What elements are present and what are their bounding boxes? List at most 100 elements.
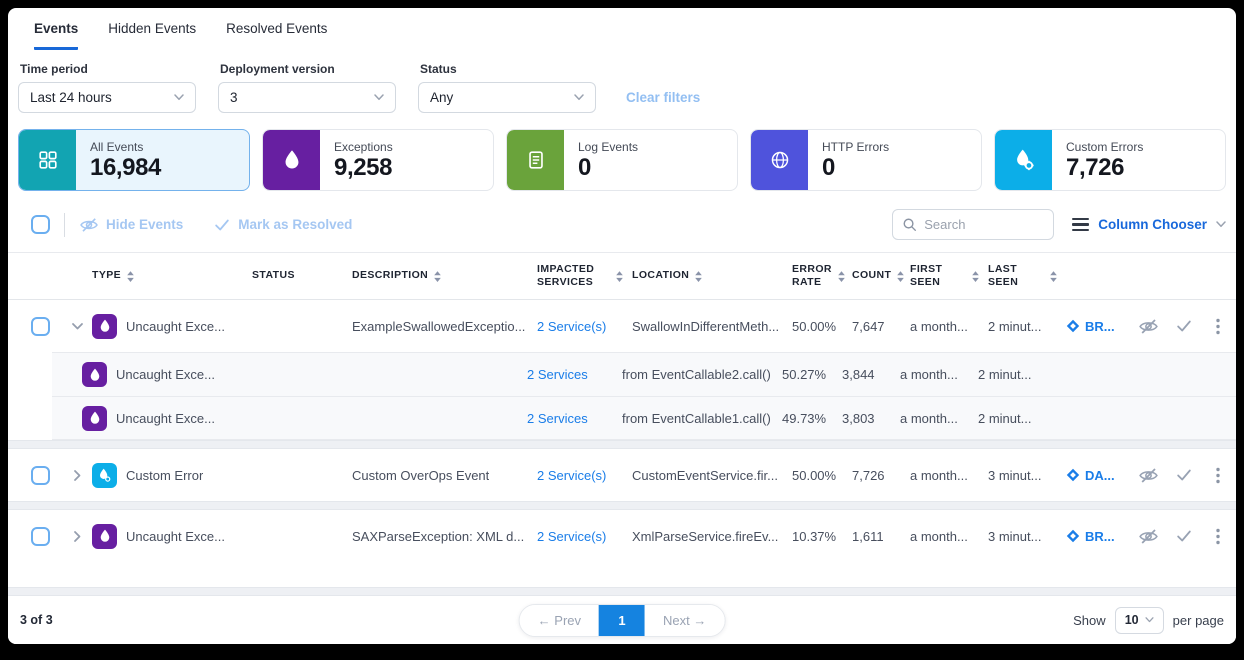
sort-icon[interactable] [837, 270, 846, 283]
status-value: Any [430, 90, 454, 105]
count-cell: 3,803 [842, 410, 875, 426]
document-icon [507, 130, 564, 190]
status-label: Status [420, 62, 457, 76]
tab-events[interactable]: Events [34, 21, 79, 50]
sort-icon[interactable] [971, 270, 980, 283]
prev-page-button[interactable]: ← Prev [519, 604, 599, 636]
card-value: 0 [822, 153, 835, 181]
more-menu-icon[interactable] [1209, 527, 1227, 546]
show-label: Show [1073, 612, 1106, 628]
error-rate-cell: 10.37% [792, 528, 837, 544]
page-size-control: Show 10 per page [1073, 606, 1224, 634]
location-cell: from EventCallable1.call() [622, 410, 771, 426]
resolve-check-icon[interactable] [1175, 527, 1193, 545]
flame-gear-icon [995, 130, 1052, 190]
chevron-down-icon [1145, 617, 1154, 623]
last-seen-cell: 3 minut... [988, 467, 1042, 483]
check-icon [215, 219, 230, 230]
header-count[interactable]: COUNT [852, 269, 905, 282]
per-page-label: per page [1172, 612, 1224, 628]
tab-hidden-events[interactable]: Hidden Events [108, 21, 197, 36]
hide-event-icon[interactable] [1138, 316, 1159, 337]
time-period-value: Last 24 hours [30, 90, 112, 105]
ticket-link[interactable]: DA... [1085, 467, 1115, 483]
chevron-right-icon[interactable] [71, 469, 84, 482]
header-last-seen[interactable]: LAST SEEN [988, 263, 1058, 289]
header-description[interactable]: DESCRIPTION [352, 269, 442, 282]
clear-filters-button[interactable]: Clear filters [626, 90, 701, 105]
card-all-events[interactable]: All Events 16,984 [18, 129, 250, 191]
table-row: Uncaught Exce... SAXParseException: XML … [8, 510, 1236, 562]
table-footer: 3 of 3 ← Prev 1 Next → Show 10 per page [8, 596, 1236, 644]
jira-ticket-icon [1066, 529, 1080, 543]
resolve-check-icon[interactable] [1175, 317, 1193, 335]
error-rate-cell: 49.73% [782, 410, 827, 426]
header-impacted-services[interactable]: IMPACTED SERVICES [537, 263, 624, 289]
event-type-label: Uncaught Exce... [126, 528, 225, 544]
sort-icon[interactable] [433, 270, 442, 283]
current-page-button[interactable]: 1 [599, 604, 645, 636]
mark-as-resolved-button[interactable]: Mark as Resolved [213, 216, 352, 234]
page-size-value: 10 [1124, 613, 1139, 627]
tab-resolved-events[interactable]: Resolved Events [226, 21, 328, 36]
next-page-button[interactable]: Next → [645, 604, 725, 636]
sort-icon[interactable] [126, 270, 135, 283]
impacted-services-link[interactable]: 2 Services [527, 367, 588, 382]
expanded-subrows: Uncaught Exce... 2 Services from EventCa… [52, 352, 1236, 440]
chevron-right-icon[interactable] [71, 530, 84, 543]
card-label: Log Events [578, 139, 639, 154]
column-chooser-label: Column Chooser [1098, 217, 1207, 232]
more-menu-icon[interactable] [1209, 317, 1227, 336]
more-menu-icon[interactable] [1209, 466, 1227, 485]
impacted-services-link[interactable]: 2 Service(s) [537, 467, 607, 483]
count-cell: 7,726 [852, 467, 885, 483]
header-type[interactable]: TYPE [92, 269, 135, 282]
search-input[interactable] [924, 217, 1035, 232]
exception-flame-icon [92, 313, 117, 339]
time-period-select[interactable]: Last 24 hours [18, 82, 196, 113]
card-exceptions[interactable]: Exceptions 9,258 [262, 129, 494, 191]
hide-event-icon[interactable] [1138, 465, 1159, 486]
chevron-down-icon[interactable] [71, 320, 84, 333]
deployment-version-value: 3 [230, 90, 238, 105]
card-log-events[interactable]: Log Events 0 [506, 129, 738, 191]
sort-icon[interactable] [1049, 270, 1058, 283]
impacted-services-link[interactable]: 2 Service(s) [537, 318, 607, 334]
last-seen-cell: 2 minut... [988, 318, 1042, 334]
resolve-check-icon[interactable] [1175, 466, 1193, 484]
event-type-label: Uncaught Exce... [116, 367, 215, 382]
row-group-separator [8, 440, 1236, 449]
location-cell: from EventCallable2.call() [622, 367, 771, 382]
location-cell: SwallowInDifferentMeth... [632, 318, 780, 334]
page-size-select[interactable]: 10 [1114, 606, 1164, 634]
row-checkbox[interactable] [30, 526, 50, 546]
row-checkbox[interactable] [30, 316, 50, 336]
header-location[interactable]: LOCATION [632, 269, 703, 282]
ticket-link[interactable]: BR... [1085, 528, 1115, 544]
description-cell: Custom OverOps Event [352, 467, 490, 483]
header-first-seen[interactable]: FIRST SEEN [910, 263, 980, 289]
impacted-services-link[interactable]: 2 Services [527, 410, 588, 426]
hide-events-button[interactable]: Hide Events [79, 215, 183, 235]
row-checkbox[interactable] [30, 465, 50, 485]
header-error-rate[interactable]: ERROR RATE [792, 263, 846, 289]
sort-icon[interactable] [694, 270, 703, 283]
deployment-version-select[interactable]: 3 [218, 82, 396, 113]
count-cell: 3,844 [842, 367, 875, 382]
card-custom-errors[interactable]: Custom Errors 7,726 [994, 129, 1226, 191]
select-all-checkbox[interactable] [30, 215, 50, 234]
sort-icon[interactable] [896, 270, 905, 283]
sort-icon[interactable] [615, 270, 624, 283]
table-subrow: Uncaught Exce... 2 Services from EventCa… [52, 396, 1236, 439]
ticket-link[interactable]: BR... [1085, 318, 1115, 334]
impacted-services-link[interactable]: 2 Service(s) [537, 528, 607, 544]
header-label: FIRST SEEN [910, 262, 943, 288]
status-select[interactable]: Any [418, 82, 596, 113]
card-http-errors[interactable]: HTTP Errors 0 [750, 129, 982, 191]
first-seen-cell: a month... [910, 528, 968, 544]
chevron-down-icon [174, 94, 184, 101]
custom-error-flame-gear-icon [92, 462, 117, 488]
column-chooser-button[interactable]: Column Chooser [1072, 217, 1226, 232]
header-status[interactable]: STATUS [252, 269, 295, 282]
hide-event-icon[interactable] [1138, 526, 1159, 547]
